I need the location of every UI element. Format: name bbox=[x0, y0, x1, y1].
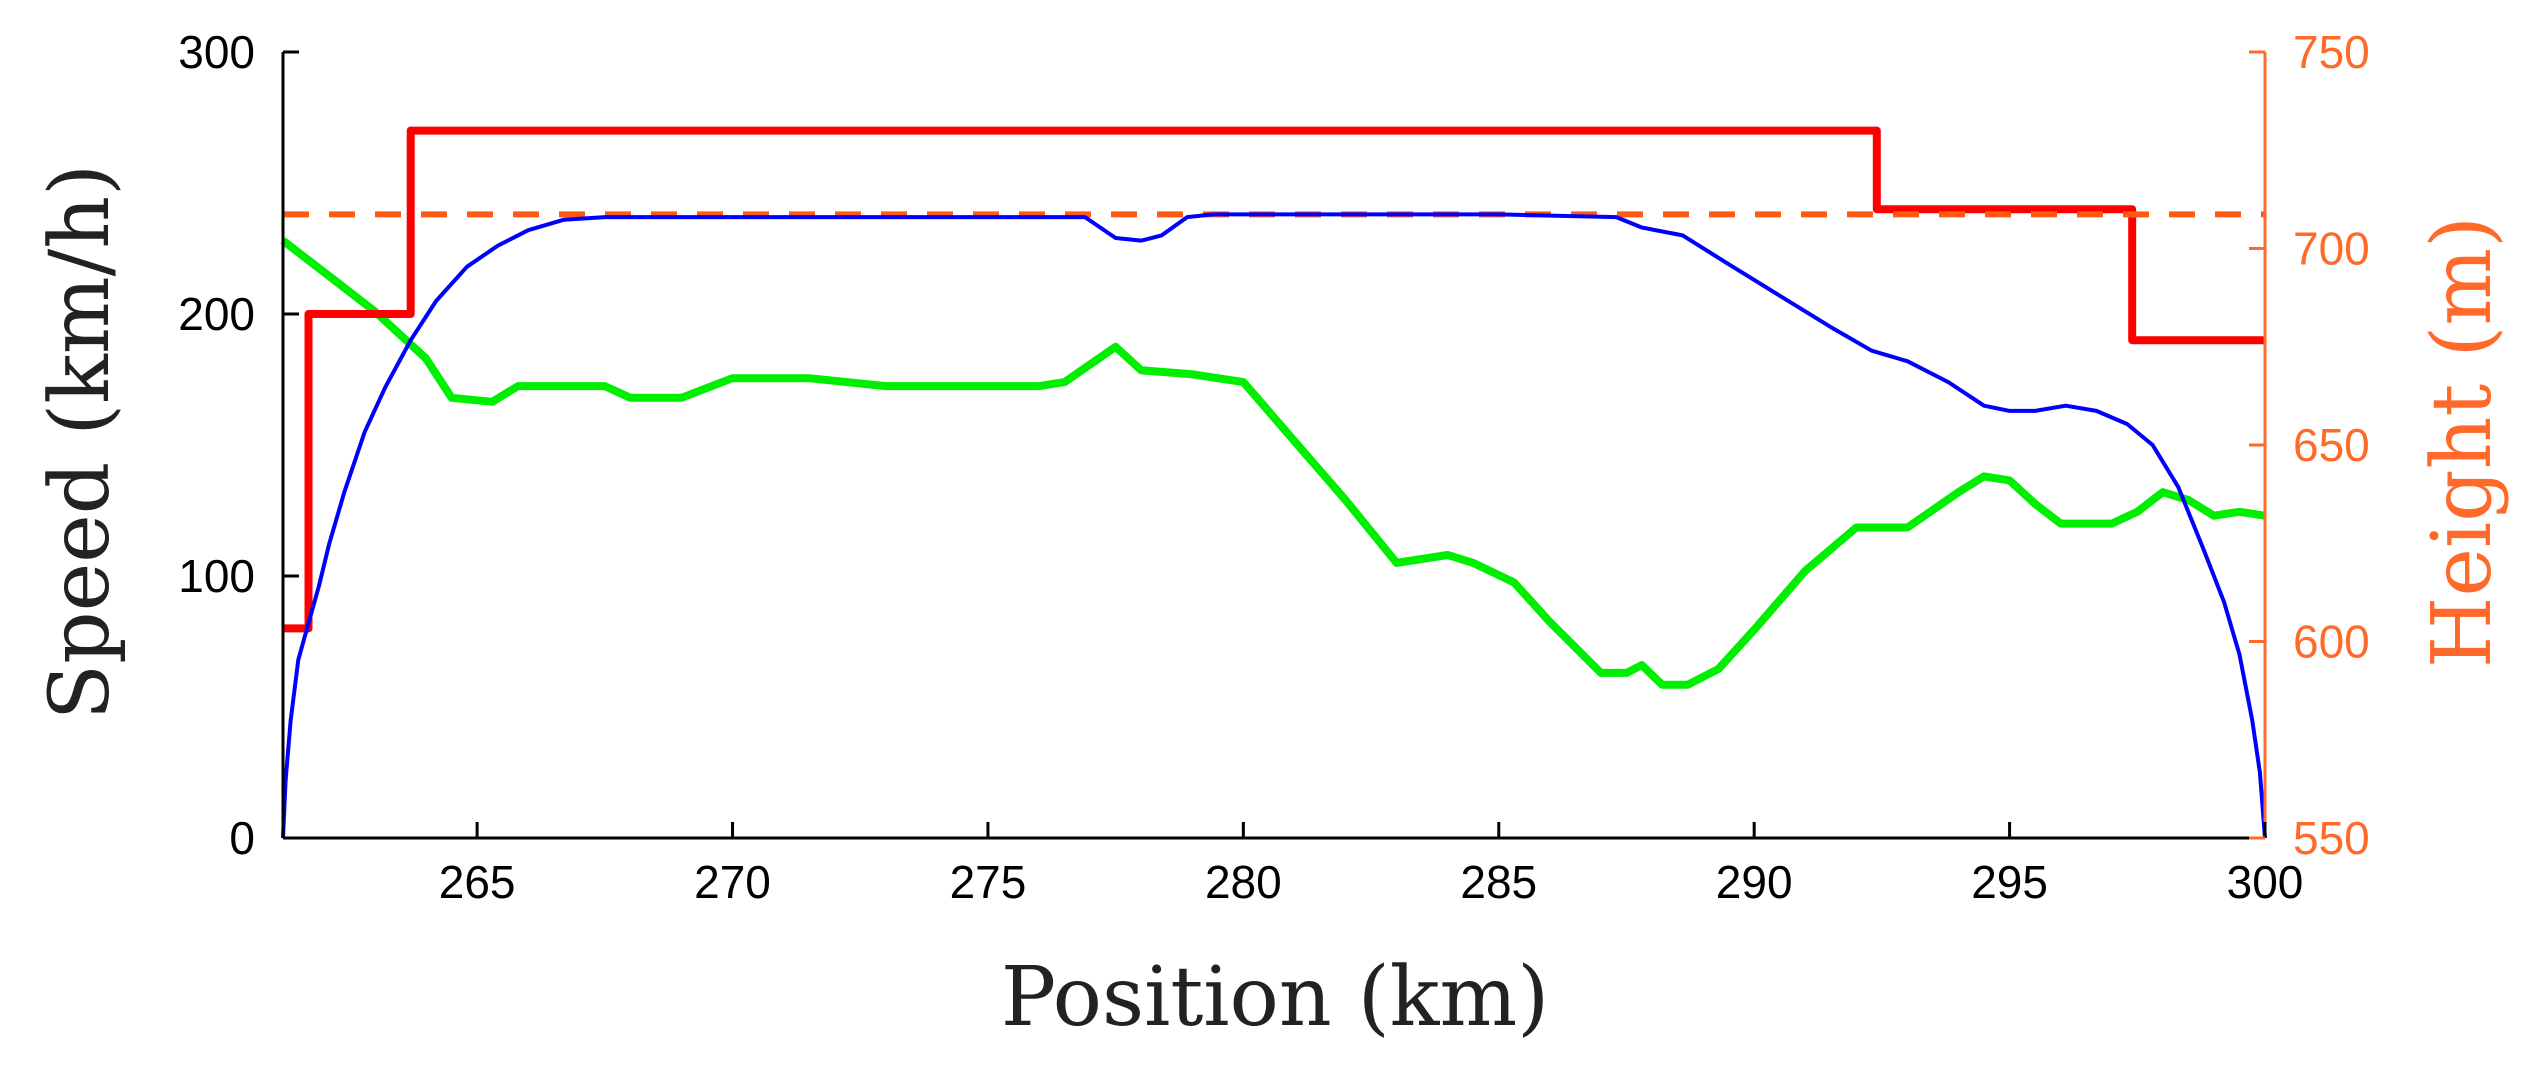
x-tick-label: 265 bbox=[439, 856, 516, 908]
series-layer bbox=[280, 126, 2267, 839]
y-right-tick-label: 750 bbox=[2293, 26, 2370, 78]
y-left-tick-label: 300 bbox=[178, 26, 255, 78]
x-tick-label: 275 bbox=[950, 856, 1027, 908]
y-axis-left-title: Speed (km/h) bbox=[33, 164, 128, 720]
x-axis-title: Position (km) bbox=[1001, 950, 1549, 1045]
ticks-layer: 265 270 275 280 285 290 295 3000100200300550600… bbox=[178, 26, 2370, 908]
x-tick-label: 300 bbox=[2227, 856, 2304, 908]
y-right-tick-label: 600 bbox=[2293, 616, 2370, 668]
series-line-speed bbox=[281, 212, 2267, 839]
y-left-tick-label: 0 bbox=[229, 812, 255, 864]
y-right-tick-label: 650 bbox=[2293, 419, 2370, 471]
x-tick-label: 290 bbox=[1716, 856, 1793, 908]
y-axis-right-title: Height (m) bbox=[2415, 216, 2510, 668]
x-tick-label: 295 bbox=[1971, 856, 2048, 908]
y-right-tick-label: 550 bbox=[2293, 812, 2370, 864]
y-left-tick-label: 100 bbox=[178, 550, 255, 602]
x-tick-label: 270 bbox=[694, 856, 771, 908]
series-line-speed-limit bbox=[283, 126, 2265, 633]
x-tick-label: 285 bbox=[1460, 856, 1537, 908]
y-right-tick-label: 700 bbox=[2293, 223, 2370, 275]
series-line-height bbox=[280, 237, 2266, 689]
x-tick-label: 280 bbox=[1205, 856, 1282, 908]
y-left-tick-label: 200 bbox=[178, 288, 255, 340]
